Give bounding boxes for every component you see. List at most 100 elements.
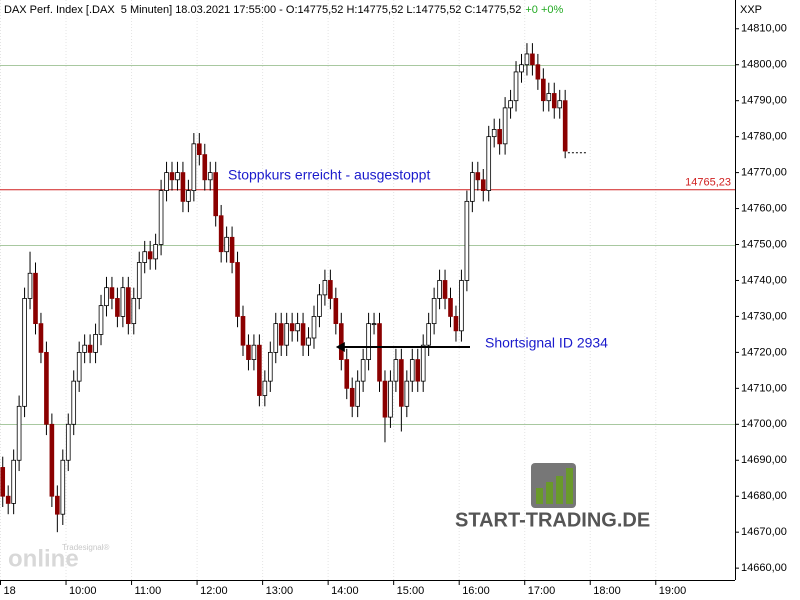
- candle-body: [393, 359, 399, 382]
- candle-body: [497, 129, 502, 145]
- x-tick-label: 18:00: [593, 585, 621, 597]
- candle-body: [338, 323, 344, 360]
- candle-body: [524, 53, 530, 66]
- candle-body: [409, 359, 415, 382]
- candle-body: [136, 262, 142, 299]
- x-tick-label: 19:00: [659, 585, 687, 597]
- candle-body: [328, 280, 333, 299]
- logo-text: START-TRADING.DE: [455, 509, 650, 531]
- candle-body: [491, 129, 497, 138]
- candle-body: [322, 280, 328, 296]
- candle-body: [49, 423, 55, 497]
- y-tick-label: 14810,00: [741, 23, 787, 35]
- candle-body: [60, 459, 66, 515]
- candle-body: [464, 200, 470, 281]
- candle-body: [486, 136, 492, 191]
- candles: [0, 43, 588, 533]
- y-tick-label: 14800,00: [741, 59, 787, 71]
- candle-body: [317, 294, 322, 317]
- candle-body: [82, 344, 87, 353]
- candle-body: [360, 359, 366, 382]
- candle-body: [399, 359, 404, 407]
- candle-body: [76, 351, 82, 382]
- candle-body: [22, 298, 27, 407]
- candle-body: [442, 280, 448, 299]
- candle-body: [519, 64, 524, 73]
- change-text: +0 +0%: [525, 4, 563, 16]
- candle-body: [191, 143, 197, 191]
- candle-body: [27, 272, 33, 299]
- candle-body: [65, 423, 71, 461]
- candle-body: [158, 190, 164, 245]
- candle-body: [382, 380, 388, 418]
- candle-body: [87, 344, 93, 353]
- candle-body: [115, 298, 120, 317]
- candle-body: [333, 298, 339, 325]
- chart-title: DAX Perf. Index [.DAX 5 Minuten] 18.03.2…: [4, 4, 564, 16]
- candle-body: [98, 305, 104, 335]
- candle-body: [33, 272, 38, 325]
- y-tick-label: 14690,00: [741, 454, 787, 466]
- y-tick-label: 14770,00: [741, 167, 787, 179]
- candle-body: [562, 100, 568, 152]
- candle-body: [541, 78, 546, 102]
- candle-body: [366, 323, 371, 360]
- candle-body: [404, 380, 410, 407]
- candle-body: [355, 380, 360, 407]
- logo-bar: [556, 476, 563, 504]
- candle-body: [284, 323, 289, 346]
- candle-body: [93, 334, 98, 353]
- candle-body: [475, 172, 481, 181]
- candle-body: [180, 172, 186, 202]
- candle-body: [426, 323, 431, 346]
- candle-body: [126, 287, 131, 325]
- candle-body: [273, 323, 279, 353]
- title-text: DAX Perf. Index [.DAX 5 Minuten] 18.03.2…: [4, 4, 521, 16]
- y-tick-label: 14660,00: [741, 562, 787, 574]
- y-tick-label: 14680,00: [741, 490, 787, 502]
- candle-body: [109, 287, 115, 299]
- candle-body: [535, 64, 541, 80]
- y-tick-label: 14700,00: [741, 418, 787, 430]
- short-annotation: Shortsignal ID 2934: [485, 335, 608, 351]
- candle-body: [120, 287, 126, 317]
- x-tick-label: 15:00: [397, 585, 425, 597]
- y-tick-label: 14670,00: [741, 526, 787, 538]
- candle-body: [431, 298, 437, 325]
- candle-body: [55, 495, 60, 515]
- candle-body: [186, 190, 191, 202]
- logo-bar: [546, 482, 553, 504]
- candle-body: [415, 359, 421, 382]
- x-tick-label: 12:00: [200, 585, 228, 597]
- candle-body: [16, 405, 22, 461]
- candle-body: [257, 344, 262, 396]
- watermark-sub: Tradesignal®: [62, 543, 110, 552]
- candle-body: [229, 236, 235, 263]
- y-tick-label: 14740,00: [741, 274, 787, 286]
- candle-body: [202, 154, 208, 181]
- candle-body: [459, 280, 464, 332]
- logo: START-TRADING.DE: [455, 463, 650, 531]
- candle-body: [147, 251, 153, 260]
- candle-body: [377, 323, 382, 382]
- grid: [0, 0, 735, 580]
- x-tick-label: 11:00: [135, 585, 162, 597]
- candle-body: [267, 351, 273, 382]
- x-tick-label: 10:00: [69, 585, 97, 597]
- candle-body: [11, 459, 16, 504]
- candle-body: [453, 316, 459, 332]
- candle-body: [44, 351, 49, 425]
- candle-body: [349, 387, 355, 407]
- candle-body: [5, 495, 11, 504]
- candle-body: [546, 93, 552, 102]
- candle-body: [470, 172, 475, 202]
- logo-bar: [566, 468, 573, 504]
- candle-body: [344, 359, 350, 389]
- x-tick-label: 17:00: [528, 585, 556, 597]
- candle-body: [502, 107, 508, 145]
- candle-body: [213, 172, 219, 217]
- candle-body: [218, 215, 224, 253]
- candle-body: [557, 100, 563, 109]
- candle-body: [311, 316, 317, 339]
- candle-body: [224, 236, 229, 253]
